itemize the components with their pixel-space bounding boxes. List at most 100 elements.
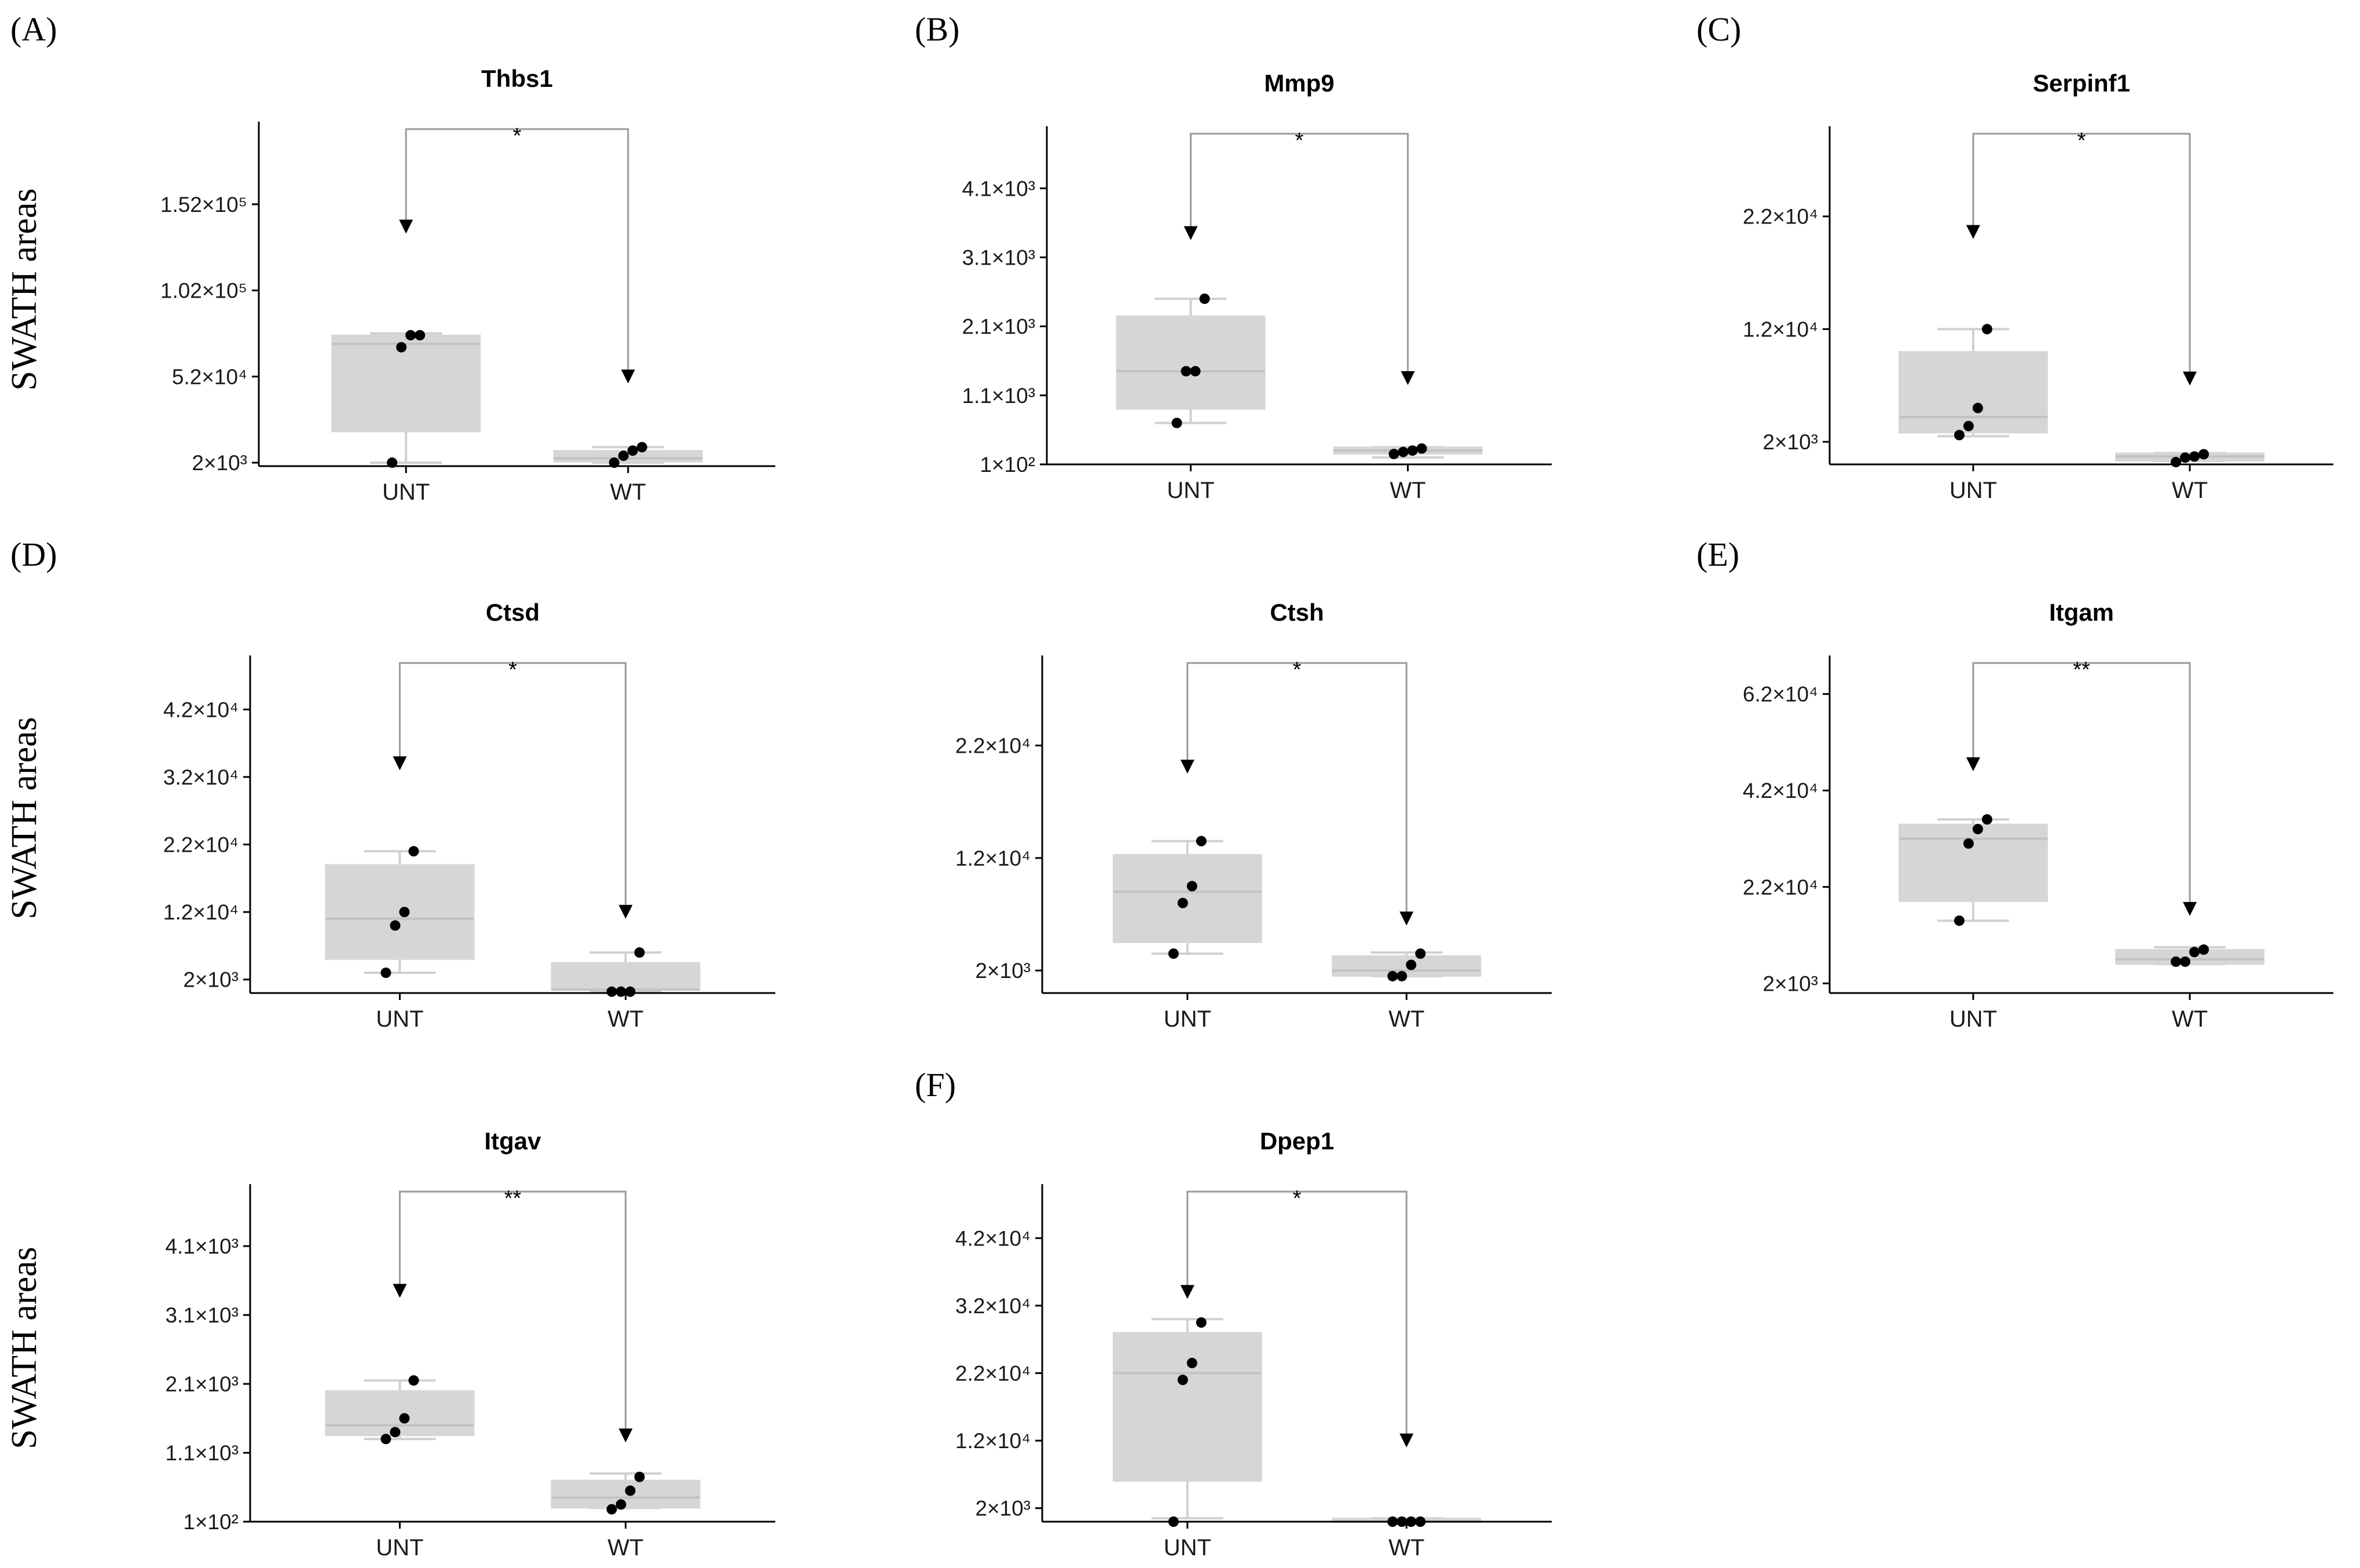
arrow-head-unt bbox=[399, 219, 413, 234]
chart-title: Itgam bbox=[2049, 599, 2114, 626]
x-tick-label: UNT bbox=[1949, 1006, 1997, 1032]
y-tick-label: 2.2×10⁴ bbox=[163, 833, 239, 856]
y-axis-label-row-2: SWATH areas bbox=[5, 717, 44, 919]
data-point-unt bbox=[1972, 402, 1983, 413]
y-tick-label: 1×10² bbox=[980, 453, 1035, 477]
data-point-wt bbox=[2171, 457, 2182, 468]
arrow-head-wt bbox=[2183, 902, 2197, 916]
arrow-head-unt bbox=[393, 756, 407, 771]
significance-label: * bbox=[508, 658, 517, 682]
chart-title: Ctsh bbox=[1270, 599, 1324, 626]
x-tick-label: WT bbox=[2172, 1006, 2208, 1032]
arrow-head-wt bbox=[618, 1428, 633, 1443]
significance-label: ** bbox=[504, 1186, 522, 1211]
y-tick-label: 3.2×10⁴ bbox=[163, 765, 239, 789]
significance-label: * bbox=[1295, 129, 1304, 153]
panel-letter-b: (B) bbox=[915, 10, 959, 48]
data-point-unt bbox=[415, 329, 426, 340]
y-tick-label: 3.2×10⁴ bbox=[955, 1294, 1031, 1318]
chart-panel-ctsd: Ctsd * 2×10³ 1.2×10⁴ 2.2×10⁴ 3.2×10⁴ 4.2×10⁴ UN… bbox=[163, 599, 775, 1032]
y-tick-label: 4.1×10³ bbox=[962, 177, 1035, 200]
x-tick-label: WT bbox=[1388, 1006, 1424, 1032]
data-point-wt bbox=[634, 947, 645, 958]
x-tick-label: WT bbox=[1388, 1535, 1424, 1560]
significance-label: * bbox=[1293, 1186, 1302, 1211]
data-point-wt bbox=[1398, 446, 1409, 457]
x-tick-label: UNT bbox=[1949, 478, 1997, 503]
significance-label: * bbox=[2077, 129, 2086, 153]
arrow-head-wt bbox=[2183, 371, 2197, 386]
x-tick-label: UNT bbox=[376, 1535, 423, 1560]
data-point-wt bbox=[2180, 956, 2191, 967]
data-point-unt bbox=[1181, 366, 1192, 377]
chart-title: Ctsd bbox=[486, 599, 540, 626]
x-tick-label: WT bbox=[2172, 478, 2208, 503]
data-point-unt bbox=[1972, 823, 1983, 834]
data-point-wt bbox=[1388, 449, 1399, 460]
box-unt bbox=[325, 1390, 475, 1437]
arrow-head-unt bbox=[1966, 757, 1980, 771]
arrow-head-wt bbox=[1401, 371, 1415, 385]
data-point-wt bbox=[615, 1499, 626, 1510]
data-point-wt bbox=[625, 1485, 636, 1496]
panel-letter-e: (E) bbox=[1696, 536, 1739, 573]
significance-bracket bbox=[398, 662, 627, 906]
x-tick-label: UNT bbox=[1167, 478, 1214, 503]
y-tick-label: 1×10² bbox=[183, 1510, 239, 1534]
data-point-wt bbox=[2171, 956, 2182, 967]
x-tick-label: WT bbox=[607, 1535, 643, 1560]
arrow-head-unt bbox=[1183, 226, 1198, 240]
data-point-unt bbox=[380, 968, 391, 979]
significance-bracket bbox=[1972, 133, 2191, 373]
data-point-unt bbox=[1963, 420, 1974, 431]
y-tick-label: 1.2×10⁴ bbox=[1743, 317, 1818, 341]
y-tick-label: 1.1×10³ bbox=[165, 1441, 239, 1465]
data-point-unt bbox=[399, 907, 410, 918]
panel-letter-a: (A) bbox=[10, 10, 57, 48]
y-tick-label: 5.2×10⁴ bbox=[172, 365, 247, 389]
x-tick-label: UNT bbox=[1164, 1006, 1211, 1032]
arrow-head-wt bbox=[1399, 1433, 1414, 1448]
y-tick-label: 2.2×10⁴ bbox=[955, 734, 1031, 757]
data-point-unt bbox=[1981, 324, 1992, 335]
data-point-unt bbox=[1196, 1317, 1207, 1328]
arrow-head-unt bbox=[1180, 760, 1194, 774]
y-tick-label: 3.1×10³ bbox=[962, 246, 1035, 269]
y-axis-label-row-1: SWATH areas bbox=[5, 188, 44, 391]
x-tick-label: WT bbox=[1390, 478, 1425, 503]
box-unt bbox=[1112, 1332, 1262, 1482]
y-tick-label: 1.02×10⁵ bbox=[160, 279, 247, 303]
chart-panel-serpinf1: Serpinf1 * 2×10³ 1.2×10⁴ 2.2×10⁴ UNT WT bbox=[1743, 69, 2333, 503]
data-point-wt bbox=[1415, 948, 1426, 959]
data-point-unt bbox=[396, 342, 407, 353]
significance-bracket bbox=[398, 1190, 627, 1430]
panel-letter-c: (C) bbox=[1696, 10, 1741, 48]
y-tick-label: 2×10³ bbox=[1762, 972, 1818, 995]
data-point-unt bbox=[1954, 915, 1965, 926]
box-unt bbox=[1898, 823, 2048, 902]
data-point-wt bbox=[606, 1504, 617, 1515]
y-tick-label: 2×10³ bbox=[975, 1497, 1031, 1521]
arrow-head-wt bbox=[621, 369, 635, 384]
data-point-wt bbox=[2198, 449, 2209, 460]
data-point-unt bbox=[405, 329, 416, 340]
data-point-wt bbox=[627, 445, 638, 456]
significance-bracket bbox=[1190, 133, 1409, 372]
data-point-wt bbox=[1406, 959, 1417, 970]
x-tick-label: UNT bbox=[376, 1006, 423, 1032]
data-point-wt bbox=[625, 986, 636, 997]
data-point-wt bbox=[2189, 451, 2200, 462]
significance-label: * bbox=[1293, 658, 1302, 682]
data-point-wt bbox=[2189, 947, 2200, 958]
data-point-unt bbox=[1171, 417, 1182, 428]
data-point-unt bbox=[390, 920, 401, 931]
arrow-head-wt bbox=[1399, 911, 1414, 926]
data-point-unt bbox=[390, 1427, 401, 1438]
y-tick-label: 3.1×10³ bbox=[165, 1303, 239, 1327]
box-unt bbox=[1898, 351, 2048, 434]
chart-title: Dpep1 bbox=[1260, 1127, 1334, 1155]
data-point-unt bbox=[1186, 881, 1197, 892]
chart-panel-itgav: Itgav ** 1×10² 1.1×10³ 2.1×10³ 3.1×10³ 4.1×10³… bbox=[165, 1127, 775, 1560]
arrow-head-unt bbox=[1180, 1285, 1194, 1299]
y-tick-label: 2×10³ bbox=[192, 451, 247, 475]
